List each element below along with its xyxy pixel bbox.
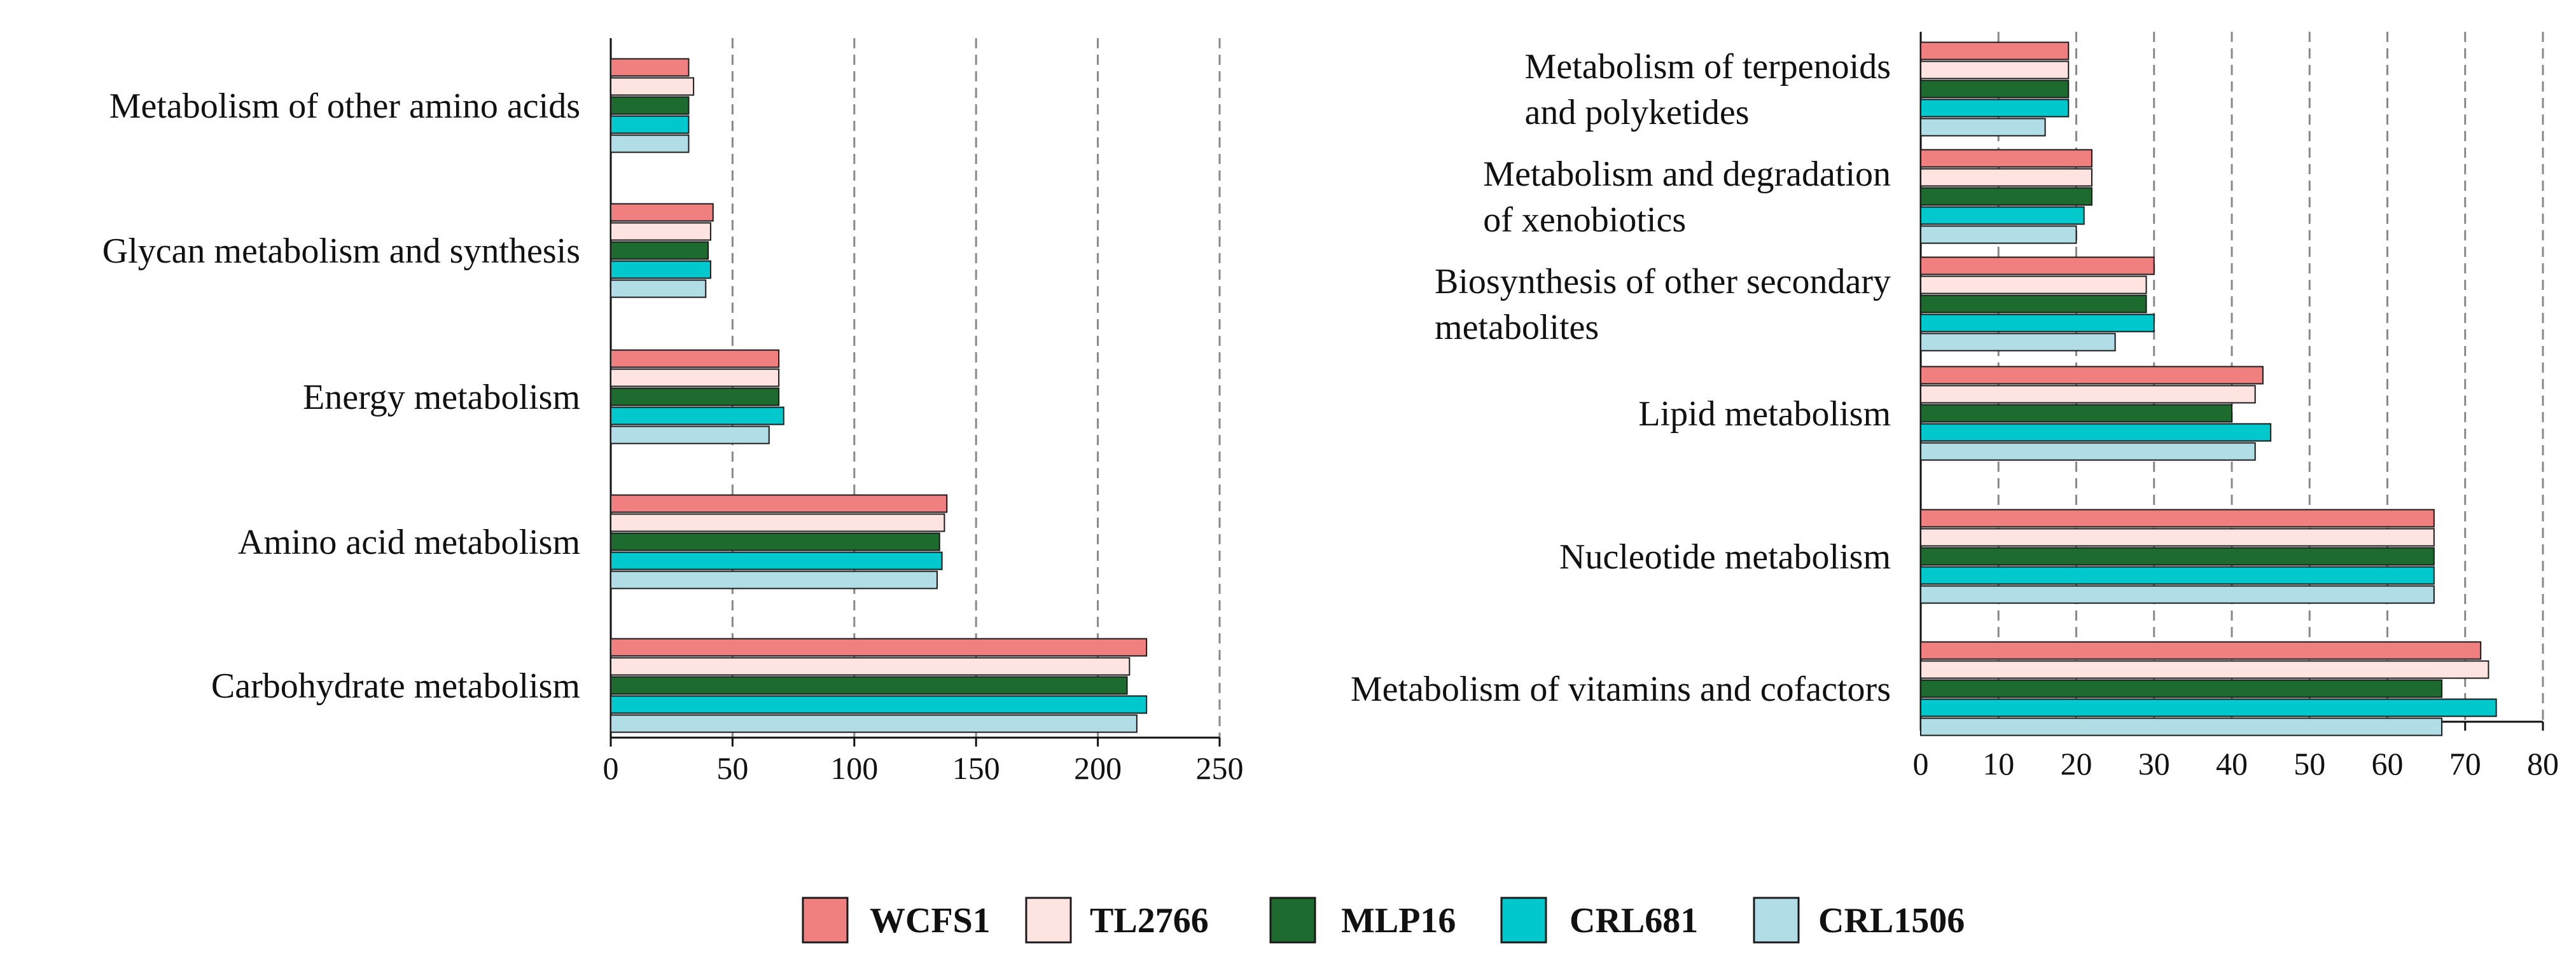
bar-wcfs1 [1920,41,2070,60]
x-tick-label: 70 [2449,746,2481,782]
x-tick-label: 0 [603,750,619,786]
category-label: metabolites [1435,308,1599,347]
bar-tl2766 [1920,660,2489,679]
category-label: Metabolism of other amino acids [109,86,580,126]
bar-wcfs1 [1920,509,2435,528]
x-tick-label: 100 [830,750,878,786]
legend-swatch-mlp16 [1269,897,1316,944]
legend-label-mlp16: MLP16 [1341,901,1456,940]
bar-tl2766 [610,657,1131,676]
bar-crl1506 [1920,118,2046,137]
category-label: Amino acid metabolism [238,523,580,562]
bar-mlp16 [1920,294,2147,313]
bar-wcfs1 [610,349,780,368]
category-label: Glycan metabolism and synthesis [102,231,580,271]
x-tick-label: 50 [716,750,748,786]
bar-crl1506 [610,134,690,153]
bar-crl1506 [1920,225,2077,244]
bar-wcfs1 [610,203,714,222]
category-label: Metabolism of terpenoids [1525,47,1891,86]
legend-label-crl681: CRL681 [1570,901,1698,940]
bar-crl681 [1920,206,2085,225]
bar-wcfs1 [1920,366,2264,385]
bar-crl681 [610,406,784,425]
bar-crl681 [610,551,943,570]
category-label: Nucleotide metabolism [1559,537,1891,577]
bar-crl1506 [1920,717,2443,736]
left-bar-chart: 0 50 100 150 200 250 Metabolism of other amino… [102,38,1244,786]
category-label: Energy metabolism [303,378,580,417]
bar-mlp16 [1920,79,2070,99]
category-label: Carbohydrate metabolism [211,666,580,706]
x-tick-label: 30 [2138,746,2170,782]
legend-label-tl2766: TL2766 [1090,901,1209,940]
bar-crl1506 [1920,585,2435,604]
x-tick-label: 80 [2527,746,2559,782]
category-label: of xenobiotics [1483,200,1686,240]
bar-wcfs1 [610,638,1148,657]
bar-crl681 [1920,313,2155,333]
bar-tl2766 [610,368,780,387]
bar-tl2766 [610,222,711,241]
bar-wcfs1 [610,58,690,77]
category-label: Lipid metabolism [1638,394,1891,434]
bar-wcfs1 [1920,149,2092,168]
legend-swatch-tl2766 [1025,897,1072,944]
bar-crl681 [1920,423,2272,442]
bar-tl2766 [1920,385,2256,404]
x-tick-label: 50 [2294,746,2325,782]
x-tick-label: 0 [1913,746,1929,782]
bar-crl1506 [1920,333,2116,352]
bar-tl2766 [610,513,945,532]
legend-swatch-crl1506 [1753,897,1800,944]
bar-crl681 [1920,698,2497,717]
category-label: Biosynthesis of other secondary [1435,262,1891,301]
bar-mlp16 [610,532,940,551]
bar-wcfs1 [1920,641,2482,660]
x-tick-label: 20 [2061,746,2092,782]
bar-mlp16 [1920,404,2232,423]
bar-crl1506 [610,279,707,298]
bar-mlp16 [1920,547,2435,566]
bar-tl2766 [1920,168,2092,187]
bar-wcfs1 [1920,256,2155,275]
legend-swatch-crl681 [1500,897,1547,944]
category-label: Metabolism and degradation [1483,155,1891,194]
bar-tl2766 [1920,60,2070,79]
bar-crl681 [610,115,690,134]
x-tick-label: 150 [952,750,1000,786]
bar-tl2766 [610,77,695,96]
bar-tl2766 [1920,528,2435,547]
legend-label-crl1506: CRL1506 [1818,901,1965,940]
x-tick-label: 200 [1074,750,1122,786]
x-tick-label: 40 [2216,746,2248,782]
bar-mlp16 [1920,679,2443,698]
bar-mlp16 [1920,187,2092,206]
bar-crl1506 [610,714,1138,733]
bar-mlp16 [610,241,709,260]
bar-tl2766 [1920,275,2147,294]
bar-crl681 [610,695,1148,714]
bar-mlp16 [610,676,1128,695]
bar-mlp16 [610,96,690,115]
category-label: Metabolism of vitamins and cofactors [1351,670,1891,709]
x-tick-label: 60 [2372,746,2404,782]
x-tick-label: 10 [1982,746,2014,782]
legend-swatch-wcfs1 [802,897,849,944]
bar-crl1506 [1920,442,2256,461]
legend: WCFS1 TL2766 MLP16 CRL681 CRL1506 [802,897,1965,944]
legend-label-wcfs1: WCFS1 [870,901,991,940]
bar-crl681 [1920,566,2435,585]
x-tick-label: 250 [1196,750,1244,786]
bar-crl681 [1920,99,2070,118]
bar-crl681 [610,260,711,279]
right-bar-chart: 0 10 20 30 40 50 60 70 80 Metabolism of terpenoid… [1351,32,2559,782]
bar-mlp16 [610,387,780,406]
category-label: and polyketides [1525,93,1750,132]
bar-crl1506 [610,425,770,444]
bar-wcfs1 [610,494,948,513]
bar-crl1506 [610,570,938,589]
